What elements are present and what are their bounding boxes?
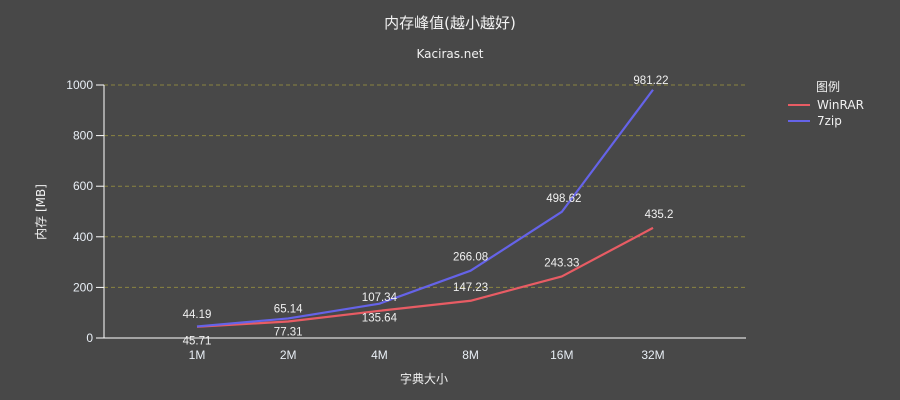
legend-item-winrar[interactable]: WinRAR [788,98,864,112]
data-label: 45.71 [183,335,212,347]
legend-item-7zip[interactable]: 7zip [788,114,842,128]
legend-label: 7zip [817,114,842,128]
y-tick-label: 200 [73,280,93,294]
legend-swatch-7zip [788,120,810,122]
data-label: 498.62 [546,193,581,205]
x-tick-label: 8M [462,348,479,362]
data-labels: 44.19 65.14 107.34 147.23 243.33 435.2 45.71 77… [183,75,674,348]
x-tick-label: 32M [641,348,664,362]
legend-label: WinRAR [817,98,864,112]
series-lines [196,89,654,328]
data-label: 147.23 [453,282,488,294]
data-label: 266.08 [453,252,488,264]
x-tick-label: 4M [371,348,388,362]
legend-swatch-winrar [788,104,810,106]
series-line-winrar[interactable] [196,226,654,328]
data-label: 435.2 [645,209,674,221]
chart-title: 内存峰值(越小越好) [384,14,516,32]
y-tick-label: 400 [73,230,93,244]
axes: 0 200 400 600 800 1000 1M 2M 4M 8M 16M 32M [66,78,746,362]
y-tick-label: 1000 [66,78,93,92]
data-label: 243.33 [544,257,579,269]
data-label: 981.22 [633,75,668,87]
legend-title: 图例 [816,80,841,94]
x-axis-title: 字典大小 [400,371,448,386]
y-axis-title: 内存 [MB] [34,184,48,240]
y-tick-label: 800 [73,129,93,143]
x-tick-label: 1M [189,348,206,362]
x-tick-label: 2M [280,348,297,362]
data-label: 107.34 [362,292,398,304]
data-label: 135.64 [362,313,398,325]
data-label: 65.14 [274,304,303,316]
y-tick-label: 0 [86,331,93,345]
data-label: 77.31 [274,326,303,338]
series-line-7zip[interactable] [196,89,654,328]
gridlines [104,84,746,288]
data-label: 44.19 [183,309,212,321]
chart-subtitle: Kaciras.net [416,47,484,61]
y-tick-label: 600 [73,179,93,193]
x-tick-label: 16M [550,348,573,362]
